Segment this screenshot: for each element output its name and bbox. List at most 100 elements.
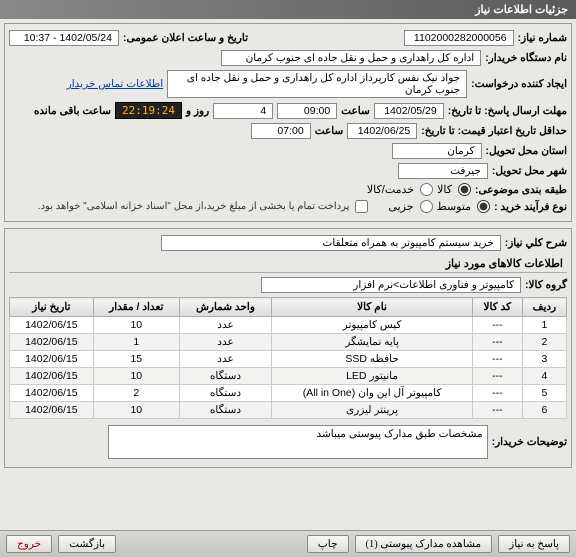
check-payment[interactable]: [355, 200, 368, 213]
table-cell: ---: [472, 317, 522, 334]
radio-proc-low-label: متوسط: [437, 200, 472, 213]
buyer-notes-label: توضیحات خریدار:: [492, 436, 567, 448]
table-cell: ---: [472, 385, 522, 402]
table-row[interactable]: 1---کیس کامپیوترعدد101402/06/15: [10, 317, 567, 334]
table-cell: 1: [93, 334, 179, 351]
table-cell: 2: [93, 385, 179, 402]
goods-table: ردیفکد کالانام کالاواحد شمارشتعداد / مقد…: [9, 297, 567, 419]
table-cell: 5: [522, 385, 566, 402]
table-cell: ---: [472, 334, 522, 351]
radio-proc-part-label: جزیی: [388, 200, 413, 213]
validity-time: 07:00: [251, 123, 311, 139]
table-cell: 2: [522, 334, 566, 351]
table-cell: دستگاه: [179, 385, 271, 402]
buyer-notes-value: مشخصات طبق مدارک پیوستی میباشد: [108, 425, 488, 459]
radio-service[interactable]: [420, 183, 433, 196]
table-cell: 6: [522, 402, 566, 419]
table-header: کد کالا: [472, 298, 522, 317]
deadline-date: 1402/05/29: [374, 103, 444, 119]
table-cell: پایه نمایشگر: [272, 334, 473, 351]
deadline-label: مهلت ارسال پاسخ: تا تاریخ:: [448, 105, 567, 117]
table-cell: 1: [522, 317, 566, 334]
days-label: روز و: [186, 105, 209, 117]
table-cell: کامپیوتر آل این وان (All in One): [272, 385, 473, 402]
desc-label: شرح کلي نياز:: [505, 237, 567, 249]
table-row[interactable]: 2---پایه نمایشگرعدد11402/06/15: [10, 334, 567, 351]
radio-proc-low[interactable]: [477, 200, 490, 213]
table-cell: 3: [522, 351, 566, 368]
process-label: نوع فرآیند خرید :: [494, 201, 567, 213]
table-cell: دستگاه: [179, 402, 271, 419]
table-cell: عدد: [179, 317, 271, 334]
group-value: کامپیوتر و فناوری اطلاعات>نرم افزار: [261, 277, 521, 293]
announce-label: تاریخ و ساعت اعلان عمومی:: [123, 32, 248, 44]
radio-service-label: خدمت/کالا: [367, 183, 414, 196]
announce-value: 1402/05/24 - 10:37: [9, 30, 119, 46]
deadline-time: 09:00: [277, 103, 337, 119]
goods-section-title: اطلاعات کالاهای مورد نیاز: [9, 255, 567, 273]
table-row[interactable]: 3---حافظه SSDعدد151402/06/15: [10, 351, 567, 368]
reply-button[interactable]: پاسخ به نیاز: [498, 535, 570, 553]
creator-value: جواد نیک نفس کارپرداز اداره کل راهداری و…: [167, 70, 467, 98]
table-header: تعداد / مقدار: [93, 298, 179, 317]
creator-label: ایجاد کننده درخواست:: [471, 78, 567, 90]
payment-note: پرداخت تمام یا بخشی از مبلغ خرید،از محل …: [38, 201, 350, 212]
table-row[interactable]: 5---کامپیوتر آل این وان (All in One)دستگ…: [10, 385, 567, 402]
city-label: شهر محل تحویل:: [492, 165, 567, 177]
table-cell: 1402/06/15: [10, 385, 94, 402]
remain-label: ساعت باقی مانده: [34, 105, 111, 117]
contact-link[interactable]: اطلاعات تماس خریدار: [67, 78, 163, 90]
need-no-label: شماره نیاز:: [518, 32, 567, 44]
radio-kala[interactable]: [458, 183, 471, 196]
table-row[interactable]: 6---پرینتر لیزریدستگاه101402/06/15: [10, 402, 567, 419]
province-value: کرمان: [392, 143, 482, 159]
days-value: 4: [213, 103, 273, 119]
table-header: ردیف: [522, 298, 566, 317]
time-label-2: ساعت: [315, 125, 344, 137]
table-cell: دستگاه: [179, 368, 271, 385]
table-cell: ---: [472, 351, 522, 368]
buyer-value: اداره کل راهداری و حمل و نقل جاده ای جنو…: [221, 50, 481, 66]
buyer-label: نام دستگاه خریدار:: [485, 52, 567, 64]
remaining-time: 22:19:24: [115, 102, 182, 119]
table-cell: 1402/06/15: [10, 351, 94, 368]
desc-value: خرید سیستم کامپیوتر به همراه متعلقات: [161, 235, 501, 251]
table-header: تاریخ نیاز: [10, 298, 94, 317]
table-cell: 4: [522, 368, 566, 385]
time-label-1: ساعت: [341, 105, 370, 117]
table-cell: مانیتور LED: [272, 368, 473, 385]
info-panel: شماره نیاز: 1102000282000056 تاریخ و ساع…: [4, 23, 572, 222]
window-title: جزئیات اطلاعات نیاز: [0, 0, 576, 19]
radio-proc-part[interactable]: [420, 200, 433, 213]
table-header: واحد شمارش: [179, 298, 271, 317]
province-label: استان محل تحویل:: [486, 145, 567, 157]
table-cell: کیس کامپیوتر: [272, 317, 473, 334]
group-label: گروه کالا:: [525, 279, 567, 291]
table-cell: 10: [93, 402, 179, 419]
back-button[interactable]: بازگشت: [58, 535, 116, 553]
table-cell: 15: [93, 351, 179, 368]
table-header: نام کالا: [272, 298, 473, 317]
need-no-value: 1102000282000056: [404, 30, 514, 46]
table-cell: 10: [93, 317, 179, 334]
table-cell: ---: [472, 368, 522, 385]
validity-date: 1402/06/25: [347, 123, 417, 139]
main-content: شماره نیاز: 1102000282000056 تاریخ و ساع…: [0, 19, 576, 530]
table-cell: پرینتر لیزری: [272, 402, 473, 419]
table-row[interactable]: 4---مانیتور LEDدستگاه101402/06/15: [10, 368, 567, 385]
validity-label: حداقل تاریخ اعتبار قیمت: تا تاریخ:: [421, 125, 567, 137]
print-button[interactable]: چاپ: [307, 535, 349, 553]
category-label: طبقه بندی موضوعی:: [475, 184, 567, 196]
attachments-button[interactable]: مشاهده مدارک پیوستی (1): [355, 535, 493, 553]
desc-panel: شرح کلي نياز: خرید سیستم کامپیوتر به همر…: [4, 228, 572, 468]
table-cell: 10: [93, 368, 179, 385]
table-cell: 1402/06/15: [10, 334, 94, 351]
table-cell: عدد: [179, 334, 271, 351]
table-cell: عدد: [179, 351, 271, 368]
table-cell: 1402/06/15: [10, 368, 94, 385]
table-cell: ---: [472, 402, 522, 419]
table-cell: حافظه SSD: [272, 351, 473, 368]
exit-button[interactable]: خروج: [6, 535, 52, 553]
table-cell: 1402/06/15: [10, 317, 94, 334]
table-cell: 1402/06/15: [10, 402, 94, 419]
